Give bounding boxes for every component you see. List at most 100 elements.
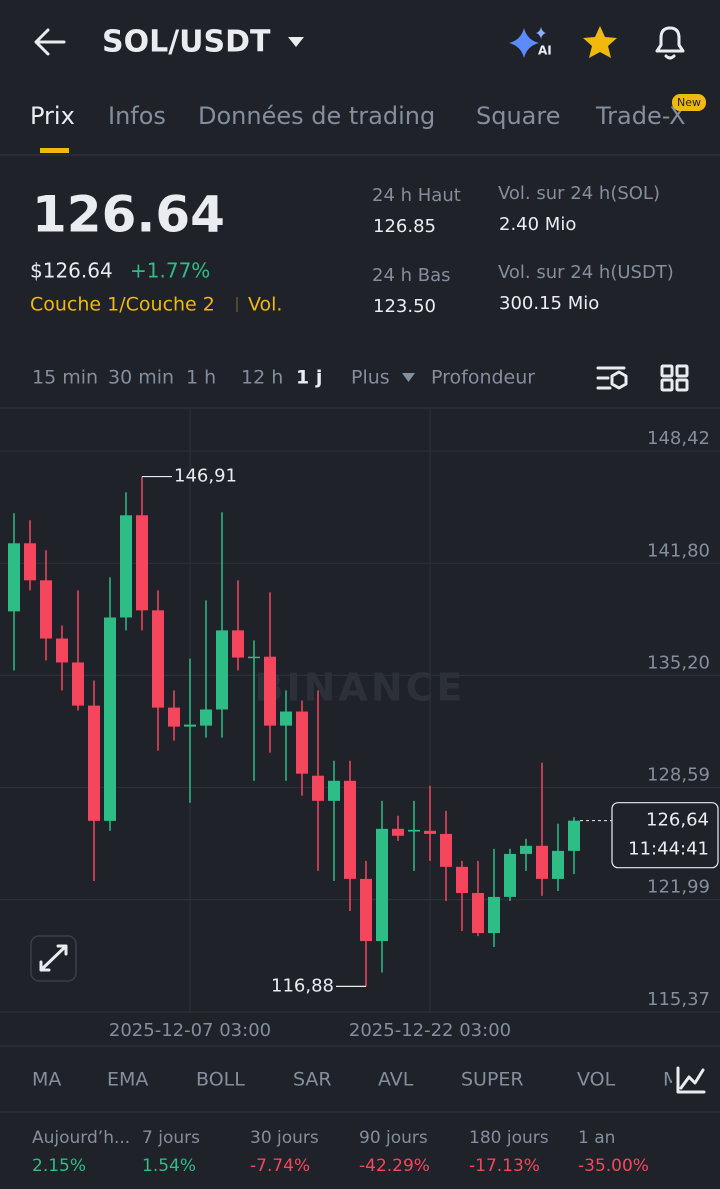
indicator-tab[interactable]: VOL	[577, 1069, 616, 1091]
interval[interactable]: Plus	[351, 367, 390, 389]
notification-bell[interactable]	[655, 26, 685, 60]
indicator-tab[interactable]: BOLL	[196, 1069, 245, 1091]
active-tab-indicator	[40, 148, 69, 153]
fullscreen-button[interactable]	[30, 935, 77, 982]
stat-value: 300.15 Mio	[499, 293, 599, 314]
indicator-tab[interactable]: AVL	[378, 1069, 414, 1091]
candle-body	[552, 850, 564, 879]
candle-body	[312, 775, 324, 801]
y-tick-label: 141,80	[647, 540, 710, 561]
price-tag-box	[611, 802, 719, 869]
candle-body	[504, 853, 516, 897]
candle-body	[232, 630, 244, 658]
y-tick-label: 148,42	[647, 428, 710, 449]
candle-body	[536, 845, 548, 879]
indicator-tab[interactable]: SAR	[293, 1069, 332, 1091]
extreme-label: 116,88	[271, 975, 334, 996]
y-tick-label: 115,37	[647, 989, 710, 1010]
candle-body	[72, 662, 84, 706]
candle-body	[56, 638, 68, 663]
candle-body	[152, 610, 164, 708]
candlestick-chart: BINANCE	[0, 409, 720, 1013]
tab[interactable]: Infos	[108, 102, 166, 130]
stat-label: 24 h Bas	[372, 265, 451, 286]
indicator-tab[interactable]: SUPER	[461, 1069, 524, 1091]
indicator-tab[interactable]: M	[663, 1069, 679, 1091]
candle-body	[168, 707, 180, 727]
period-change: -17.13%	[469, 1156, 540, 1176]
indicator-tab[interactable]: EMA	[107, 1069, 148, 1091]
layout-button[interactable]	[660, 364, 689, 392]
back-button[interactable]	[34, 28, 66, 56]
period-label: 90 jours	[359, 1128, 428, 1148]
tab[interactable]: Square	[476, 102, 561, 130]
x-tick-label: 2025-12-07 03:00	[109, 1020, 271, 1041]
period-change: 2.15%	[32, 1156, 86, 1176]
interval[interactable]: 12 h	[241, 367, 283, 389]
ai-badge: AI	[538, 44, 552, 58]
candle-body	[40, 580, 52, 639]
more-dropdown[interactable]	[402, 373, 415, 382]
interval[interactable]: 1 j	[296, 367, 322, 389]
candle-body	[360, 878, 372, 942]
candle-body	[376, 828, 388, 942]
period-label: 1 an	[578, 1128, 615, 1148]
usd-price: $126.64	[30, 259, 113, 283]
indicator-tab[interactable]: MA	[32, 1069, 61, 1091]
interval[interactable]: 1 h	[186, 367, 216, 389]
chart-settings-button[interactable]	[596, 366, 628, 390]
watermark: BINANCE	[255, 666, 466, 710]
category-tag[interactable]: Vol.	[248, 294, 282, 316]
candle-body	[264, 656, 276, 726]
candle-body	[24, 543, 36, 581]
period-change: 1.54%	[142, 1156, 196, 1176]
candle-body	[408, 829, 420, 832]
stat-label: Vol. sur 24 h(USDT)	[498, 262, 674, 283]
candle-body	[136, 515, 148, 611]
period-change: -35.00%	[578, 1156, 649, 1176]
x-tick-label: 2025-12-22 03:00	[349, 1020, 511, 1041]
pair-title[interactable]: SOL/USDT	[102, 25, 271, 60]
candle-body	[392, 828, 404, 836]
pair-dropdown[interactable]	[288, 37, 304, 47]
candle-body	[344, 780, 356, 879]
period-label: Aujourd’h...	[32, 1128, 130, 1148]
stat-value: 126.85	[373, 216, 436, 237]
y-tick-label: 128,59	[647, 765, 710, 786]
candle-body	[472, 892, 484, 934]
candle-body	[200, 709, 212, 726]
y-tick-label: 135,20	[647, 652, 710, 673]
price-change: +1.77%	[130, 259, 210, 283]
candle-body	[184, 724, 196, 727]
candle-body	[248, 656, 260, 659]
candle-body	[488, 896, 500, 934]
period-change: -7.74%	[250, 1156, 310, 1176]
candle-body	[104, 617, 116, 821]
period-label: 180 jours	[469, 1128, 549, 1148]
candle-body	[440, 833, 452, 867]
y-tick-label: 121,99	[647, 877, 710, 898]
candle-body	[216, 630, 228, 710]
tab[interactable]: Données de trading	[198, 102, 435, 130]
tab[interactable]: Prix	[30, 102, 75, 130]
candle-body	[424, 830, 436, 834]
period-label: 7 jours	[142, 1128, 200, 1148]
interval[interactable]: 30 min	[108, 367, 174, 389]
last-price: 126.64	[32, 186, 225, 244]
tab[interactable]: Trade-X	[595, 102, 686, 130]
price-tag-label: 126,64	[646, 810, 709, 831]
indicator-settings[interactable]	[676, 1066, 706, 1094]
new-badge-bg	[672, 94, 706, 111]
candle-body	[568, 820, 580, 851]
new-badge: New	[677, 96, 701, 109]
interval[interactable]: 15 min	[32, 367, 98, 389]
category-tag[interactable]: Couche 1/Couche 2	[30, 294, 215, 316]
favorite-star[interactable]	[583, 26, 617, 58]
period-change: -42.29%	[359, 1156, 430, 1176]
interval[interactable]: Profondeur	[431, 367, 535, 389]
stat-value: 2.40 Mio	[499, 214, 576, 235]
extreme-label: 146,91	[174, 466, 237, 487]
ai-button[interactable]: AI	[509, 27, 552, 58]
stat-label: 24 h Haut	[372, 185, 461, 206]
